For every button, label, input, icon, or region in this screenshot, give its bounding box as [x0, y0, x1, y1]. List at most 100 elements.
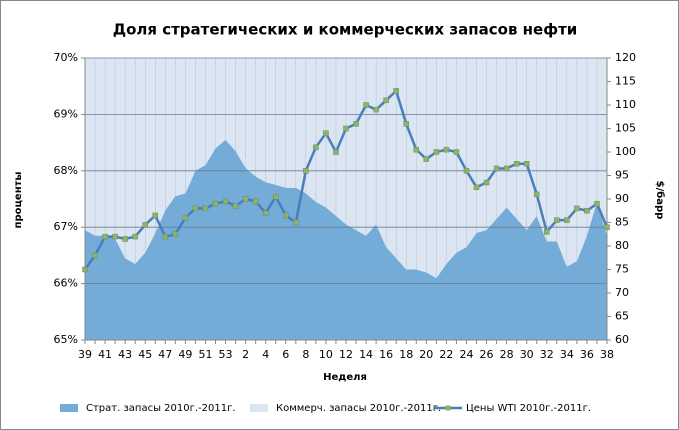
- y2-tick-label: 110: [615, 98, 636, 111]
- x-tick-label: 24: [459, 348, 473, 361]
- x-tick-label: 36: [580, 348, 594, 361]
- x-tick-label: 47: [158, 348, 172, 361]
- y-tick-label: 68%: [54, 164, 78, 177]
- chart-title: Доля стратегических и коммерческих запас…: [113, 21, 578, 39]
- marker: [363, 102, 369, 108]
- marker: [192, 205, 199, 212]
- y2-tick-label: 90: [615, 192, 629, 205]
- marker: [92, 252, 98, 259]
- marker: [533, 191, 540, 198]
- y2-tick-label: 100: [615, 145, 636, 158]
- marker: [132, 233, 138, 240]
- y-axis-title: проценты: [13, 172, 24, 229]
- marker: [393, 88, 399, 94]
- marker: [483, 179, 490, 186]
- x-tick-label: 2: [242, 348, 249, 361]
- marker: [554, 217, 560, 223]
- marker: [463, 168, 470, 174]
- x-tick-label: 20: [419, 348, 433, 361]
- x-tick-label: 8: [302, 348, 309, 361]
- marker: [102, 233, 108, 240]
- legend-label: Страт. запасы 2010г.-2011г.: [86, 403, 236, 414]
- x-tick-label: 32: [540, 348, 554, 361]
- y2-tick-label: 105: [615, 122, 636, 135]
- x-tick-label: 26: [480, 348, 494, 361]
- y2-tick-label: 120: [615, 51, 636, 64]
- marker: [513, 161, 520, 167]
- y2-tick-label: 95: [615, 169, 629, 182]
- marker: [503, 165, 510, 172]
- x-tick-label: 49: [178, 348, 192, 361]
- marker: [413, 146, 420, 153]
- x-tick-label: 6: [282, 348, 289, 361]
- marker: [313, 144, 319, 151]
- x-tick-label: 45: [138, 348, 152, 361]
- legend-marker: [445, 405, 451, 411]
- marker: [272, 193, 279, 200]
- y2-tick-label: 115: [615, 75, 636, 88]
- y-tick-label: 65%: [54, 333, 78, 346]
- x-tick-label: 51: [198, 348, 212, 361]
- marker: [212, 200, 219, 207]
- marker: [453, 149, 460, 155]
- marker: [564, 217, 570, 223]
- marker: [433, 149, 440, 155]
- marker: [353, 121, 359, 127]
- marker: [544, 229, 550, 235]
- marker: [604, 224, 610, 230]
- marker: [523, 161, 530, 167]
- marker: [303, 168, 309, 174]
- marker: [202, 205, 209, 212]
- marker: [252, 198, 259, 205]
- marker: [122, 236, 128, 242]
- marker: [584, 208, 590, 214]
- marker: [142, 222, 148, 228]
- marker: [323, 130, 329, 136]
- x-tick-label: 18: [399, 348, 413, 361]
- y-tick-label: 66%: [54, 277, 78, 290]
- y2-axis-title: $/барр: [654, 181, 666, 220]
- marker: [473, 184, 480, 190]
- marker: [162, 233, 169, 240]
- legend-swatch: [60, 404, 78, 412]
- marker: [594, 200, 600, 207]
- x-axis-title: Неделя: [323, 372, 367, 383]
- x-tick-label: 10: [319, 348, 333, 361]
- x-tick-label: 34: [560, 348, 574, 361]
- x-tick-label: 28: [500, 348, 514, 361]
- x-tick-label: 53: [219, 348, 233, 361]
- y2-tick-label: 65: [615, 310, 629, 323]
- marker: [373, 106, 379, 113]
- marker: [112, 233, 118, 240]
- marker: [443, 146, 450, 153]
- legend-label: Цены WTI 2010г.-2011г.: [466, 403, 591, 414]
- overlay: 65%66%67%68%69%70%6065707580859095100105…: [54, 51, 636, 414]
- x-tick-label: 14: [359, 348, 373, 361]
- marker: [82, 266, 88, 273]
- x-tick-label: 4: [262, 348, 269, 361]
- legend-swatch: [250, 404, 268, 412]
- y2-tick-label: 75: [615, 263, 629, 276]
- marker: [222, 198, 229, 205]
- y-tick-label: 67%: [54, 220, 78, 233]
- x-tick-label: 38: [600, 348, 614, 361]
- legend-label: Коммерч. запасы 2010г.-2011г.: [276, 403, 441, 414]
- y-tick-label: 70%: [54, 51, 78, 64]
- marker: [333, 149, 339, 155]
- marker: [574, 205, 580, 212]
- marker: [493, 165, 500, 172]
- marker: [182, 215, 189, 221]
- x-tick-label: 41: [98, 348, 112, 361]
- marker: [152, 212, 159, 219]
- marker: [283, 212, 289, 219]
- marker: [383, 97, 389, 104]
- marker: [242, 196, 249, 202]
- x-tick-label: 12: [339, 348, 353, 361]
- x-tick-label: 30: [520, 348, 534, 361]
- marker: [423, 156, 430, 162]
- y-tick-label: 69%: [54, 107, 78, 120]
- marker: [343, 125, 349, 132]
- x-tick-label: 43: [118, 348, 132, 361]
- y2-tick-label: 70: [615, 286, 629, 299]
